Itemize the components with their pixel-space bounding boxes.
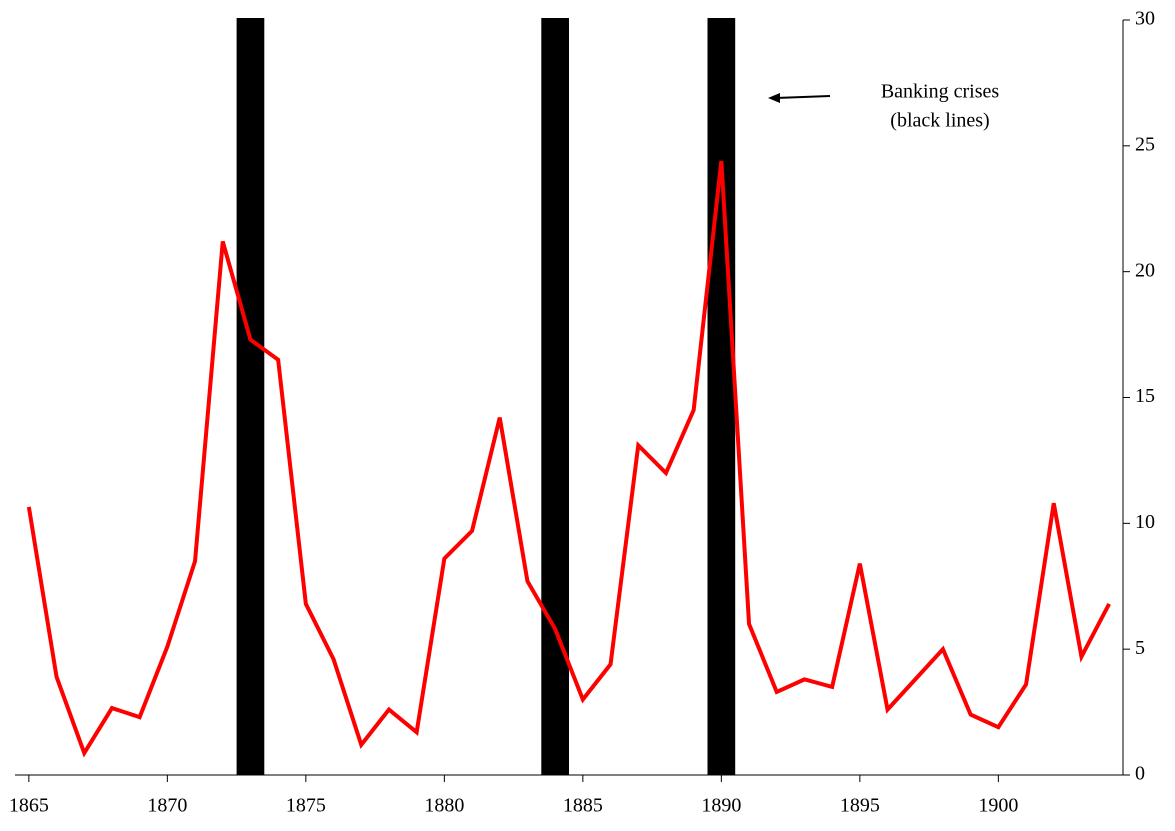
x-tick-label: 1885	[563, 795, 603, 817]
annotation-arrow	[775, 95, 831, 99]
x-tick-label: 1870	[147, 795, 187, 817]
crisis-bar	[707, 18, 736, 775]
y-tick-label: 20	[1135, 259, 1155, 281]
annotation: Banking crises	[881, 81, 1000, 103]
y-tick-label: 30	[1135, 8, 1155, 30]
x-tick-label: 1875	[286, 795, 326, 817]
y-tick-label: 15	[1135, 385, 1155, 407]
y-tick-label: 25	[1135, 133, 1155, 155]
x-tick-label: 1865	[9, 795, 49, 817]
annotation: (black lines)	[890, 110, 989, 132]
x-tick-label: 1880	[424, 795, 464, 817]
y-tick-label: 0	[1135, 763, 1145, 785]
x-tick-label: 1890	[701, 795, 741, 817]
annotation-arrowhead	[768, 93, 780, 103]
y-tick-label: 10	[1135, 511, 1155, 533]
crisis-bar	[541, 18, 569, 775]
x-tick-label: 1900	[978, 795, 1018, 817]
data-line	[26, 160, 1111, 758]
y-tick-label: 5	[1135, 637, 1145, 659]
x-tick-label: 1895	[840, 795, 880, 817]
crisis-bar	[236, 18, 265, 775]
